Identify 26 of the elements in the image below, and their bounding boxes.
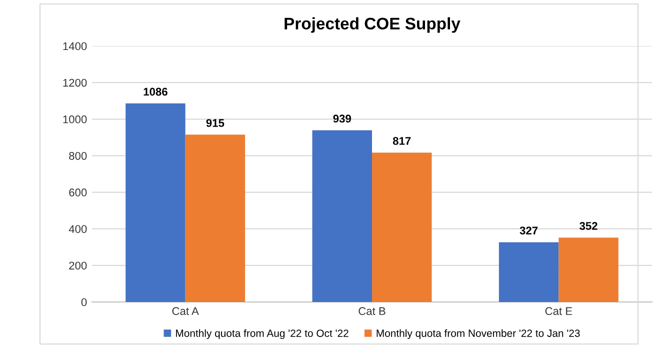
legend-label: Monthly quota from Aug '22 to Oct '22	[176, 329, 348, 340]
y-tick-label: 1200	[63, 78, 87, 87]
legend-label: Monthly quota from November '22 to Jan '23	[376, 329, 580, 340]
data-label: 352	[580, 222, 598, 230]
data-label: 817	[392, 136, 411, 145]
y-tick-label: 1400	[63, 42, 87, 50]
data-label: 915	[206, 119, 224, 127]
y-tick-label: 800	[69, 152, 87, 160]
y-tick-label: 1000	[63, 115, 87, 124]
y-tick-label: 0	[81, 298, 87, 306]
bar	[558, 238, 618, 302]
y-tick-label: 200	[69, 262, 87, 270]
bar	[312, 130, 372, 302]
bar	[185, 134, 246, 302]
data-label: 1086	[144, 88, 168, 96]
data-label: 327	[520, 226, 538, 234]
chart-title: Projected COE Supply	[284, 17, 460, 33]
bar	[372, 152, 432, 302]
x-tick-label: Cat A	[172, 307, 199, 316]
x-tick-label: Cat B	[358, 307, 386, 316]
x-tick-label: Cat E	[545, 307, 572, 316]
bar	[126, 103, 186, 302]
bar	[498, 242, 559, 302]
data-label: 939	[333, 114, 351, 123]
y-tick-label: 600	[69, 188, 87, 196]
y-tick-label: 400	[68, 225, 87, 233]
